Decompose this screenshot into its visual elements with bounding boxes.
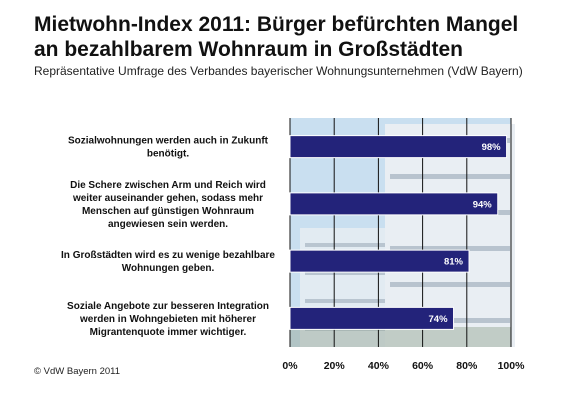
category-labels: Sozialwohnungen werden auch in Zukunft be… — [61, 136, 275, 338]
photo-balcony — [390, 174, 510, 179]
chart-title-line-1: Mietwohn-Index 2011: Bürger befürchten M… — [34, 13, 519, 36]
chart-bars: 98% 94% 81% 74% — [289, 135, 508, 330]
photo-balcony — [305, 299, 385, 303]
bar — [289, 135, 508, 159]
x-tick-label: 0% — [282, 360, 298, 372]
category-label: In Großstädten wird es zu wenige bezahlb… — [61, 250, 275, 274]
bar — [289, 306, 455, 330]
category-label-line: In Großstädten wird es zu wenige bezahlb… — [61, 250, 275, 261]
photo-balcony — [390, 246, 510, 251]
category-label: Die Schere zwischen Arm und Reich wird we… — [70, 180, 266, 230]
category-label-line: benötigt. — [147, 149, 189, 160]
x-tick-label: 60% — [412, 360, 434, 372]
photo-balcony — [305, 271, 385, 275]
bar — [289, 192, 499, 216]
x-tick-label: 100% — [498, 360, 526, 372]
photo-ground — [290, 327, 511, 347]
x-axis-tick-labels: 0% 20% 40% 60% 80% 100% — [282, 360, 525, 372]
category-label-line: Die Schere zwischen Arm und Reich wird — [70, 180, 266, 191]
bar-value-label: 81% — [444, 257, 464, 268]
bar-value-label: 74% — [429, 314, 449, 325]
category-label: Sozialwohnungen werden auch in Zukunft be… — [68, 136, 269, 160]
photo-balcony — [390, 282, 510, 287]
category-label-line: weiter auseinander gehen, sodass mehr — [72, 193, 263, 204]
bar-value-label: 98% — [482, 142, 502, 153]
category-label-line: Menschen auf günstigen Wohnraum — [82, 206, 254, 217]
copyright-footer: © VdW Bayern 2011 — [34, 366, 121, 377]
category-label-line: Sozialwohnungen werden auch in Zukunft — [68, 136, 269, 147]
bar-value-label: 94% — [473, 199, 493, 210]
photo-balcony — [305, 243, 385, 247]
category-label: Soziale Angebote zur besseren Integratio… — [67, 301, 269, 338]
chart-title: Mietwohn-Index 2011: Bürger befürchten M… — [34, 12, 564, 62]
x-tick-label: 80% — [456, 360, 478, 372]
category-label-line: werden in Wohngebieten mit höherer — [79, 314, 256, 325]
x-tick-label: 40% — [368, 360, 390, 372]
bar — [289, 249, 470, 273]
category-label-line: Soziale Angebote zur besseren Integratio… — [67, 301, 269, 312]
category-label-line: Migrantenquote immer wichtiger. — [90, 327, 247, 338]
chart-title-line-2: an bezahlbarem Wohnraum in Großstädten — [34, 38, 464, 61]
category-label-line: Wohnungen geben. — [122, 263, 215, 274]
chart-subtitle: Repräsentative Umfrage des Verbandes bay… — [34, 64, 523, 78]
category-label-line: angewiesen sein werden. — [108, 219, 228, 230]
x-tick-label: 20% — [324, 360, 346, 372]
